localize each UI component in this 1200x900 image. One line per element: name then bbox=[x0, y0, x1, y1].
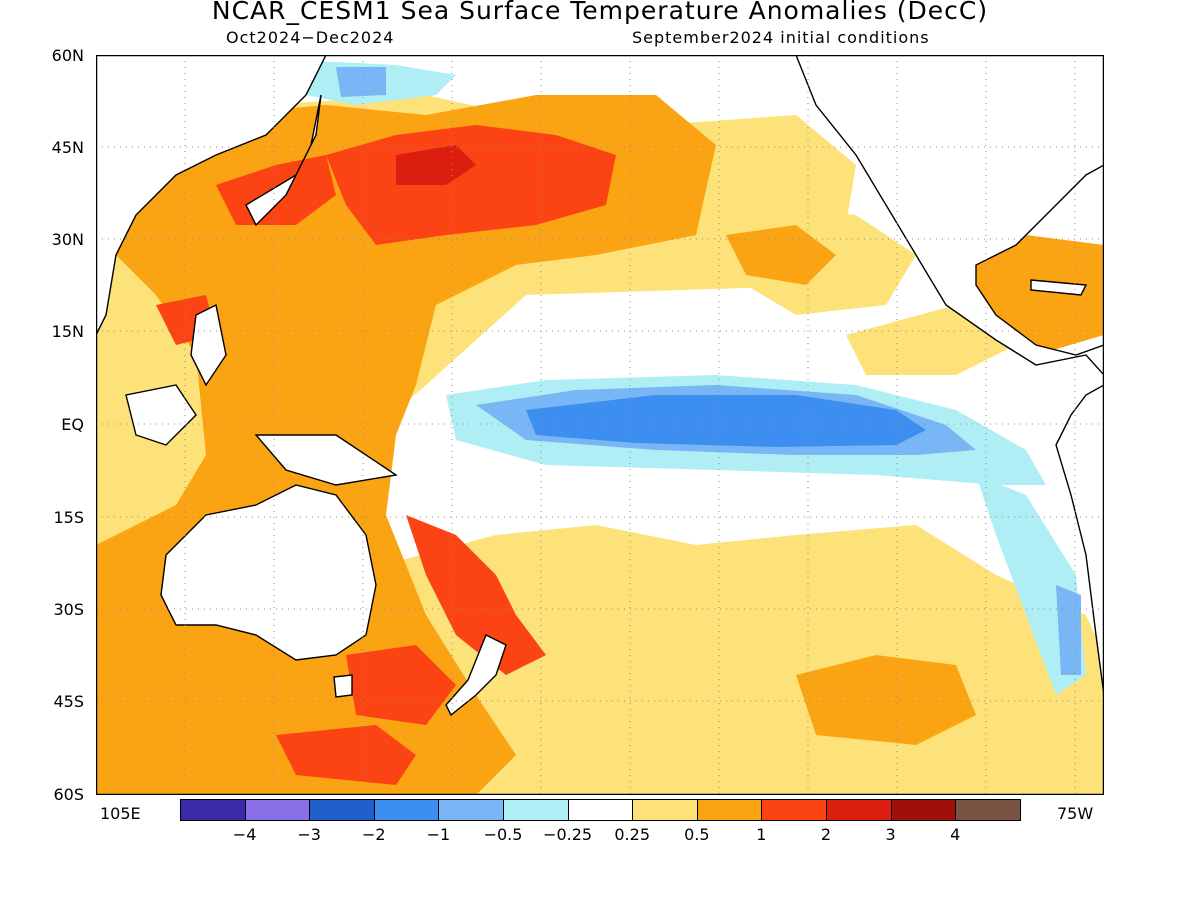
colorbar-swatch bbox=[309, 799, 375, 821]
lat-label-60n: 60N bbox=[51, 46, 84, 65]
map-gridlines bbox=[96, 55, 1104, 795]
colorbar-tick-label: 0.25 bbox=[614, 825, 650, 844]
map-frame bbox=[96, 55, 1104, 795]
anomaly-moderate-warm-gulf bbox=[956, 235, 1104, 355]
lon-label-left: 105E bbox=[100, 804, 141, 823]
lat-label-15n: 15N bbox=[51, 322, 84, 341]
colorbar-swatch bbox=[696, 799, 763, 821]
colorbar-swatch bbox=[955, 799, 1021, 821]
land-borneo bbox=[125, 384, 197, 446]
colorbar-swatch bbox=[826, 799, 892, 821]
lat-label-15s: 15S bbox=[53, 508, 84, 527]
colorbar-swatch bbox=[761, 799, 827, 821]
colorbar-swatch bbox=[890, 799, 957, 821]
colorbar-swatch bbox=[373, 799, 440, 821]
lat-label-30s: 30S bbox=[53, 600, 84, 619]
land-new-zealand bbox=[445, 634, 507, 717]
land-philippines bbox=[190, 303, 227, 387]
anomaly-strong-warm-tasman bbox=[406, 515, 546, 675]
colorbar-tick-label: −0.5 bbox=[483, 825, 523, 844]
anomaly-moderate-warm-spac bbox=[796, 655, 976, 745]
anomaly-strong-warm-south bbox=[346, 645, 456, 725]
colorbar-tick-label: −2 bbox=[362, 825, 386, 844]
land-japan bbox=[245, 94, 322, 227]
land-australia bbox=[160, 484, 377, 661]
colorbar-swatch bbox=[244, 799, 311, 821]
forecast-period: Oct2024−Dec2024 bbox=[226, 28, 395, 47]
lat-label-45n: 45N bbox=[51, 138, 84, 157]
colorbar-tick-label: 0.5 bbox=[684, 825, 710, 844]
lat-label-eq: EQ bbox=[61, 415, 84, 434]
anomaly-very-strong-warm-nwpac bbox=[396, 145, 476, 185]
anomaly-weak-cool-peru bbox=[976, 475, 1086, 695]
colorbar-tick-label: 4 bbox=[950, 825, 961, 844]
map-title: NCAR_CESM1 Sea Surface Temperature Anoma… bbox=[211, 0, 989, 25]
colorbar-swatch bbox=[632, 799, 698, 821]
land-masses bbox=[96, 55, 1104, 717]
initial-conditions: September2024 initial conditions bbox=[632, 28, 930, 47]
land-north-america bbox=[795, 55, 1104, 377]
land-south-america bbox=[1055, 384, 1104, 696]
land-new-guinea bbox=[254, 434, 398, 486]
colorbar-swatch bbox=[180, 799, 246, 821]
colorbar-swatch bbox=[438, 799, 504, 821]
colorbar-tick-label: −3 bbox=[297, 825, 321, 844]
colorbar-tick-label: 3 bbox=[885, 825, 896, 844]
colorbar-tick-label: 1 bbox=[756, 825, 767, 844]
colorbar-swatch bbox=[503, 799, 569, 821]
anomaly-moderate-cool-north bbox=[336, 67, 386, 97]
land-cuba bbox=[1030, 279, 1088, 296]
colorbar-tick-label: −1 bbox=[426, 825, 451, 844]
lat-label-30n: 30N bbox=[51, 230, 84, 249]
colorbar-tick-label: 2 bbox=[820, 825, 832, 844]
colorbar-tick-label: −4 bbox=[232, 825, 257, 844]
sst-anomaly-map bbox=[96, 55, 1104, 795]
land-asia bbox=[96, 55, 327, 336]
lat-label-60s: 60S bbox=[53, 785, 84, 804]
lon-label-right: 75W bbox=[1057, 804, 1094, 823]
colorbar-tick-label: −0.25 bbox=[543, 825, 593, 844]
anomaly-cool-equator-core bbox=[526, 395, 926, 447]
land-tasmania bbox=[333, 674, 353, 698]
colorbar-swatch bbox=[567, 799, 634, 821]
anomaly-moderate-warm-north bbox=[726, 225, 836, 285]
lat-label-45s: 45S bbox=[53, 692, 84, 711]
anomaly-strong-warm-sw bbox=[276, 725, 416, 785]
